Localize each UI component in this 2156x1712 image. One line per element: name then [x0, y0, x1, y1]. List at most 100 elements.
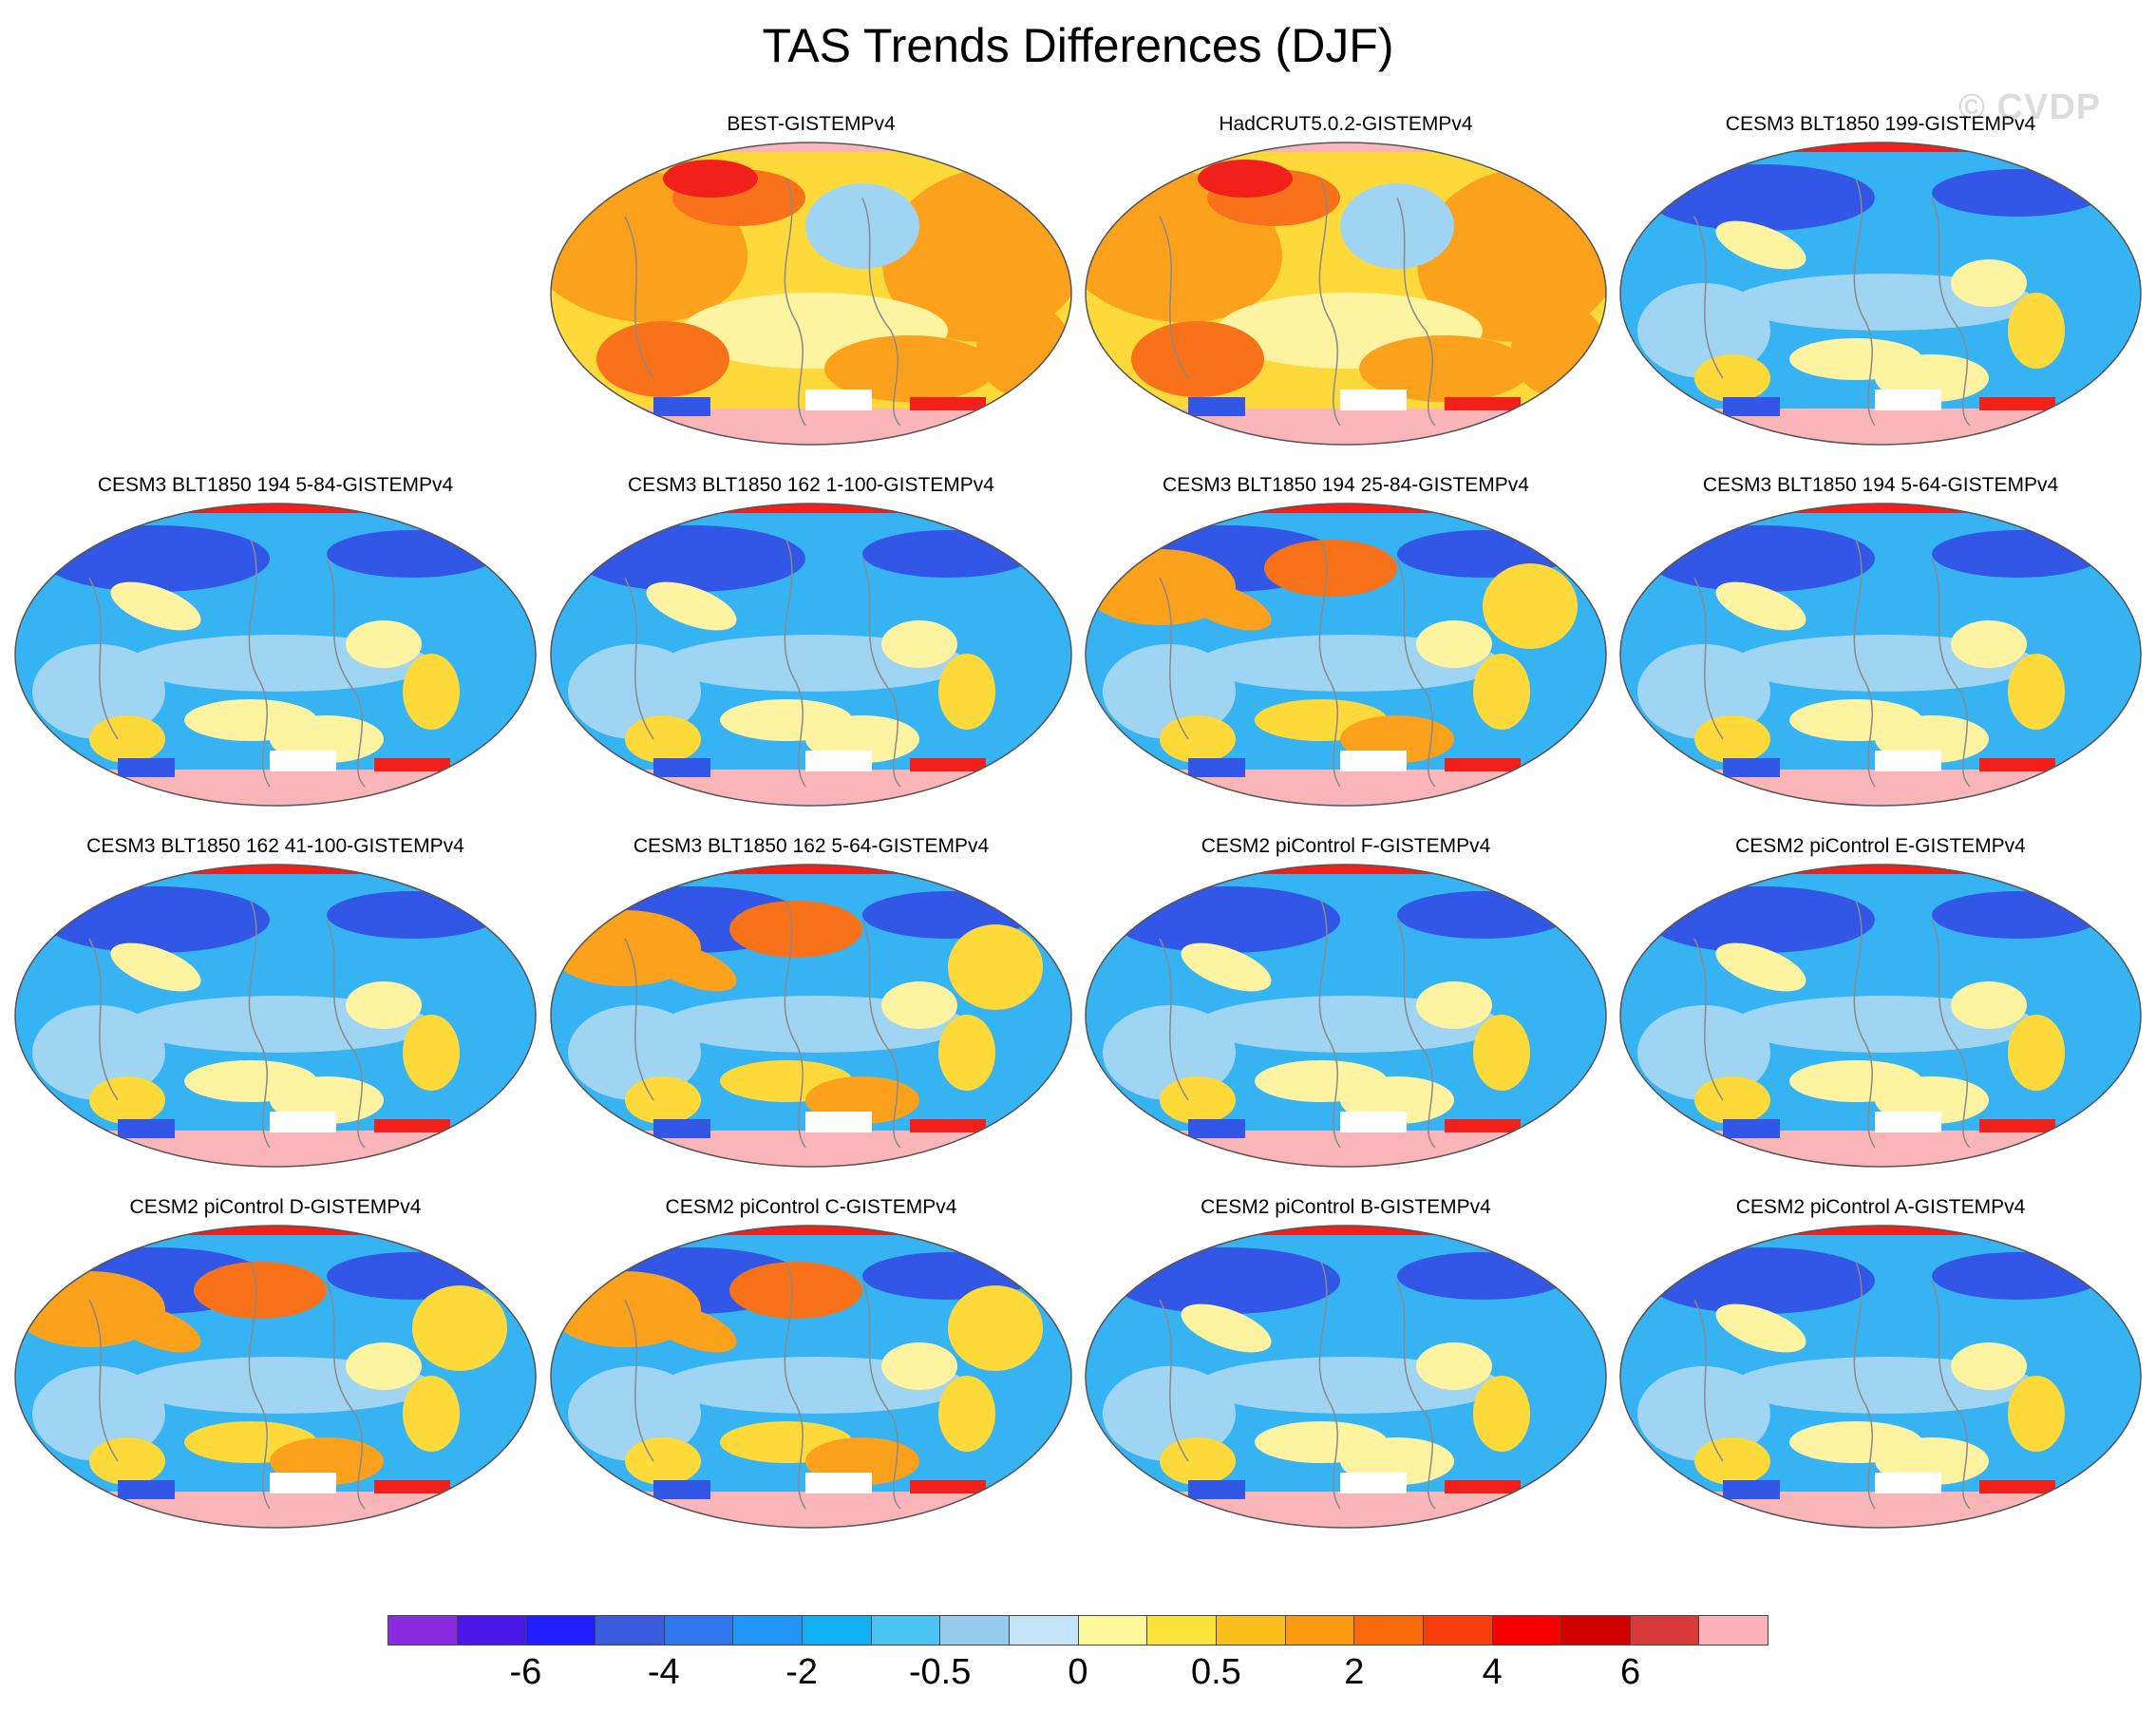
- coastline: [1693, 539, 1971, 788]
- anomaly-patch: [653, 758, 710, 777]
- anomaly-patch: [577, 525, 805, 592]
- coastline: [1693, 900, 1971, 1149]
- coastline: [1159, 178, 1436, 427]
- colorbar-swatch: [526, 1616, 596, 1645]
- missing-data-patch: [270, 1473, 336, 1493]
- colorbar-swatch: [871, 1616, 941, 1645]
- panel-title: BEST-GISTEMPv4: [727, 113, 896, 135]
- map-border: [1619, 864, 2142, 1168]
- anomaly-patch: [1445, 758, 1521, 771]
- anomaly-patch: [1340, 183, 1454, 269]
- anomaly-patch: [1160, 715, 1236, 763]
- anomaly-patch: [729, 1262, 862, 1319]
- world-map-panel: [1619, 864, 2142, 1168]
- colorbar-swatch: [1630, 1616, 1700, 1645]
- anomaly-patch: [1188, 397, 1245, 416]
- antarctica-region: [1086, 1131, 1606, 1167]
- anomaly-patch: [118, 758, 175, 777]
- anomaly-patch: [412, 1285, 507, 1371]
- world-map-panel: [14, 503, 537, 807]
- colorbar-tick-label: -4: [647, 1652, 680, 1692]
- colorbar-swatch: [595, 1616, 665, 1645]
- anomaly-patch: [938, 1015, 995, 1091]
- arctic-region: [127, 1226, 422, 1235]
- coastline: [624, 539, 901, 788]
- arctic-region: [663, 1226, 957, 1235]
- anomaly-patch: [1188, 1119, 1245, 1138]
- panel-title: HadCRUT5.0.2-GISTEMPv4: [1219, 113, 1473, 135]
- coastline: [624, 1261, 901, 1510]
- anomaly-patch: [1103, 644, 1236, 739]
- anomaly-patch: [32, 1366, 165, 1461]
- anomaly-patch: [1647, 525, 1875, 592]
- anomaly-patch: [1112, 1247, 1340, 1314]
- anomaly-patch: [1637, 283, 1770, 378]
- anomaly-patch: [1160, 1076, 1236, 1124]
- anomaly-patch: [625, 715, 701, 763]
- anomaly-patch: [596, 321, 729, 397]
- anomaly-patch: [2008, 654, 2065, 730]
- antarctica-region: [15, 770, 536, 806]
- anomaly-patch: [1932, 169, 2103, 217]
- anomaly-patch: [1694, 354, 1770, 402]
- anomaly-patch: [32, 644, 165, 739]
- coastline: [88, 900, 366, 1149]
- arctic-region: [1732, 1226, 2027, 1235]
- map-border: [14, 1225, 537, 1529]
- anomaly-patch: [1637, 644, 1770, 739]
- colorbar-tick-label: -0.5: [908, 1652, 972, 1692]
- anomaly-patch: [646, 581, 737, 631]
- anomaly-patch: [194, 1262, 327, 1319]
- panel-title: CESM2 piControl C-GISTEMPv4: [665, 1196, 957, 1218]
- missing-data-patch: [1875, 1112, 1941, 1132]
- antarctica-region: [1620, 1492, 2141, 1528]
- anomaly-patch: [653, 1480, 710, 1499]
- anomaly-patch: [327, 530, 498, 578]
- arctic-region: [663, 865, 957, 874]
- figure-title: TAS Trends Differences (DJF): [762, 19, 1394, 72]
- panel-title: CESM2 piControl F-GISTEMPv4: [1201, 835, 1491, 857]
- anomaly-patch: [1647, 886, 1875, 953]
- anomaly-patch: [625, 1076, 701, 1124]
- antarctica-region: [551, 1131, 1071, 1167]
- world-map-panel: [550, 503, 1072, 807]
- map-border: [14, 864, 537, 1168]
- anomaly-patch: [948, 1285, 1043, 1371]
- panel-title: CESM3 BLT1850 162 5-64-GISTEMPv4: [633, 835, 990, 857]
- map-border: [1085, 1225, 1607, 1529]
- anomaly-patch: [1715, 581, 1806, 631]
- world-map-panel: [1619, 503, 2142, 807]
- anomaly-patch: [1397, 1252, 1568, 1300]
- colorbar-swatch: [940, 1616, 1010, 1645]
- colorbar: [388, 1615, 1768, 1645]
- anomaly-patch: [1979, 758, 2055, 771]
- anomaly-patch: [1694, 715, 1770, 763]
- anomaly-patch: [1112, 886, 1340, 953]
- anomaly-patch: [1416, 1342, 1492, 1390]
- anomaly-patch: [327, 891, 498, 939]
- anomaly-patch: [1694, 1076, 1770, 1124]
- anomaly-patch: [15, 1271, 165, 1347]
- anomaly-patch: [653, 397, 710, 416]
- anomaly-patch: [346, 1342, 422, 1390]
- world-map-panel: [1085, 1225, 1607, 1529]
- anomaly-patch: [89, 715, 165, 763]
- colorbar-swatch: [1078, 1616, 1148, 1645]
- anomaly-patch: [374, 758, 450, 771]
- arctic-region: [1198, 1226, 1492, 1235]
- world-map-panel: [550, 864, 1072, 1168]
- anomaly-patch: [1723, 1119, 1780, 1138]
- anomaly-patch: [1979, 397, 2055, 410]
- anomaly-patch: [1103, 1005, 1236, 1100]
- map-border: [550, 503, 1072, 807]
- anomaly-patch: [1188, 1480, 1245, 1499]
- map-border: [550, 142, 1072, 446]
- anomaly-patch: [1723, 397, 1780, 416]
- colorbar-swatch: [1423, 1616, 1493, 1645]
- world-map-panel: [1619, 1225, 2142, 1529]
- arctic-region: [663, 504, 957, 513]
- anomaly-patch: [805, 183, 919, 269]
- anomaly-patch: [551, 910, 701, 986]
- antarctica-region: [15, 1492, 536, 1528]
- missing-data-patch: [805, 1473, 872, 1493]
